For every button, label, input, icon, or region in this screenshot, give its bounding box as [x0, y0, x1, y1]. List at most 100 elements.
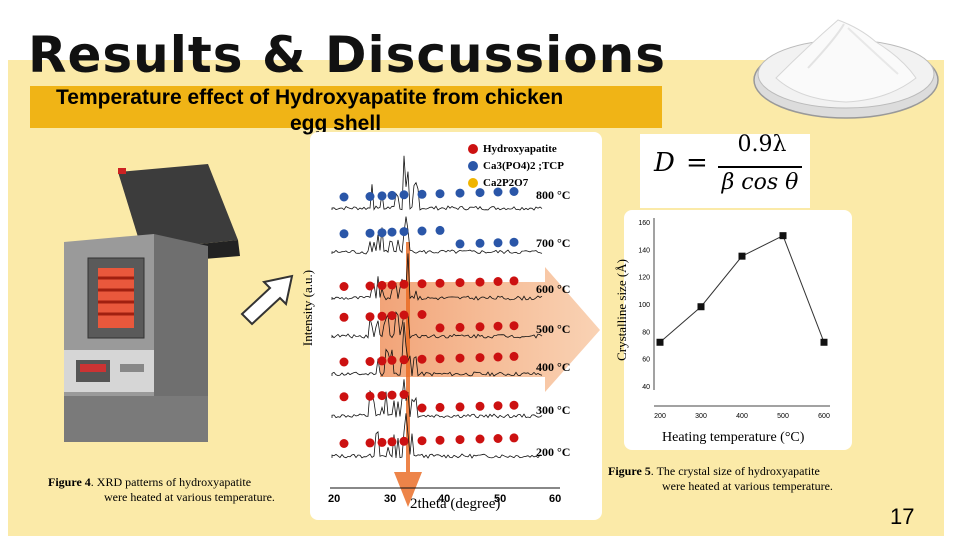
xrd-peak-marker	[475, 434, 485, 444]
xrd-peak-marker	[377, 280, 387, 290]
page-title: Results & Discussions	[28, 26, 666, 84]
crystal-size-chart-panel: 40 60 80 100 120 140 160 200 300 400 500 600	[624, 210, 852, 450]
xrd-peak-marker	[509, 187, 519, 196]
figure-4-label: Figure 4	[48, 475, 91, 489]
xrd-trace	[331, 413, 543, 459]
xrd-peak-marker	[493, 352, 503, 362]
temp-label: 400 °C	[536, 360, 571, 374]
temp-label: 300 °C	[536, 403, 571, 417]
xrd-peak-marker	[339, 439, 349, 448]
size-data-point	[779, 232, 787, 240]
figure-5-label: Figure 5	[608, 464, 651, 478]
xrd-peak-marker	[339, 392, 349, 402]
xrd-peak-marker	[435, 189, 445, 199]
xrd-peak-marker	[455, 435, 465, 445]
formula-equals: =	[686, 148, 708, 178]
xrd-peak-marker	[365, 192, 375, 201]
xrd-peak-marker	[435, 278, 445, 288]
size-data-point	[820, 338, 828, 346]
size-data-point	[656, 338, 664, 346]
xrd-peak-marker	[417, 189, 427, 199]
xrd-peak-marker	[455, 188, 465, 198]
xrd-x-tick: 50	[494, 493, 507, 505]
xrd-peak-marker	[365, 357, 375, 366]
xrd-peak-marker	[399, 279, 409, 289]
page-number: 17	[890, 504, 915, 529]
figure-4-caption: Figure 4. XRD patterns of hydroxyapatite…	[48, 475, 306, 505]
xrd-peak-marker	[387, 280, 397, 290]
xrd-peak-marker	[475, 322, 485, 332]
xrd-peak-marker	[417, 310, 427, 319]
xrd-peak-marker	[455, 402, 465, 412]
xrd-peak-marker	[493, 187, 503, 197]
xrd-peak-marker	[435, 402, 445, 412]
xrd-peak-marker	[493, 434, 503, 443]
xrd-peak-marker	[365, 281, 375, 291]
xrd-peak-marker	[509, 321, 519, 331]
xrd-peak-marker	[455, 278, 465, 288]
legend-label: Ca2P2O7	[483, 176, 529, 189]
xrd-peak-marker	[475, 238, 485, 248]
xrd-peak-marker	[365, 312, 375, 322]
xrd-trace	[331, 253, 543, 301]
size-x-tick: 400	[736, 413, 748, 420]
xrd-peak-marker	[455, 353, 465, 363]
xrd-peak-marker	[509, 276, 519, 286]
figure-4-text-2: were heated at various temperature.	[104, 490, 275, 504]
size-y-tick: 160	[638, 220, 650, 227]
xrd-peak-marker	[455, 322, 465, 332]
size-x-tick: 300	[695, 413, 707, 420]
xrd-peak-marker	[339, 312, 349, 322]
xrd-peak-marker	[377, 228, 387, 238]
xrd-peak-marker	[387, 190, 397, 200]
subtitle-continuation: egg shell	[290, 112, 382, 135]
formula-lhs: D	[654, 148, 675, 178]
xrd-peak-marker	[399, 390, 409, 399]
xrd-peak-marker	[417, 226, 427, 236]
xrd-peak-marker	[475, 188, 485, 198]
temp-label: 800 °C	[536, 188, 571, 202]
xrd-peak-marker	[493, 277, 503, 286]
xrd-peak-marker	[387, 311, 397, 321]
subtitle: Temperature effect of Hydroxyapatite fro…	[56, 86, 564, 109]
temp-label: 200 °C	[536, 445, 571, 459]
petri-dish-image	[753, 19, 939, 119]
xrd-peak-marker	[339, 229, 349, 239]
xrd-x-tick: 30	[384, 493, 397, 505]
xrd-peak-marker	[387, 437, 397, 447]
figure-5-text-2: were heated at various temperature.	[662, 479, 833, 493]
xrd-peak-marker	[435, 323, 445, 333]
xrd-peak-marker	[493, 238, 503, 248]
xrd-peak-marker	[509, 433, 519, 443]
xrd-peak-marker	[455, 239, 465, 249]
xrd-peak-marker	[399, 227, 409, 237]
xrd-peak-marker	[493, 321, 503, 331]
xrd-peak-marker	[435, 354, 445, 364]
legend-label: Hydroxyapatite	[483, 142, 557, 155]
size-x-axis-label: Heating temperature (°C)	[662, 430, 805, 445]
size-y-tick: 60	[642, 357, 650, 364]
xrd-peak-marker	[377, 391, 387, 401]
formula-denominator: β cos θ	[721, 170, 799, 195]
size-data-point	[697, 303, 705, 311]
xrd-legend: Hydroxyapatite Ca3(PO4)2 ;TCP Ca2P2O7	[468, 140, 564, 191]
formula-numerator: 0.9λ	[737, 132, 787, 157]
size-y-tick: 40	[642, 384, 650, 391]
xrd-peak-marker	[509, 400, 519, 410]
xrd-peak-marker	[475, 401, 485, 411]
furnace-image	[64, 164, 240, 442]
legend-item: Ca2P2O7	[468, 174, 564, 191]
legend-label: Ca3(PO4)2 ;TCP	[483, 159, 564, 172]
xrd-peak-marker	[435, 225, 445, 235]
xrd-x-axis-label: 2theta (degree)	[410, 496, 501, 512]
xrd-peak-marker	[493, 401, 503, 411]
xrd-peak-marker	[339, 282, 349, 291]
xrd-trace	[331, 322, 543, 377]
xrd-peak-marker	[435, 435, 445, 445]
size-series-line	[659, 234, 825, 343]
xrd-peak-marker	[475, 353, 485, 363]
figure-4-text: . XRD patterns of hydroxyapatite	[90, 475, 252, 489]
xrd-peak-marker	[377, 437, 387, 447]
xrd-peak-marker	[387, 227, 397, 237]
xrd-peak-marker	[417, 403, 427, 413]
